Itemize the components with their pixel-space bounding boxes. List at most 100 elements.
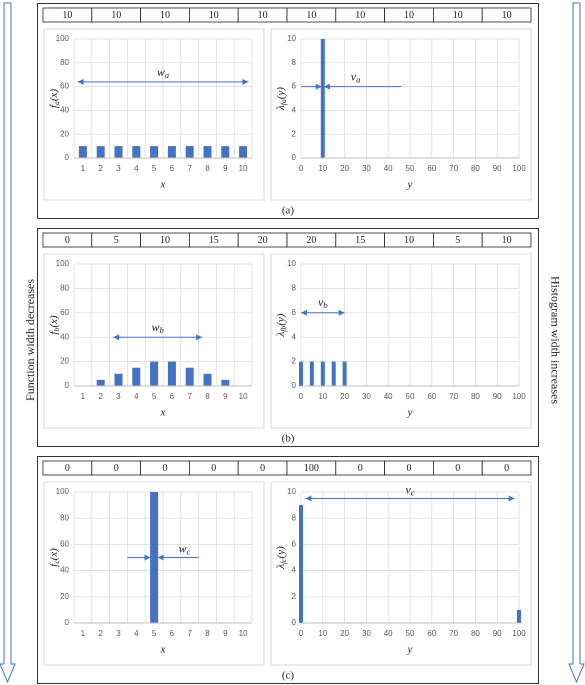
bar [167, 361, 176, 386]
row-value: 15 [355, 235, 365, 246]
x-tick-label: 100 [512, 164, 526, 173]
bar [299, 505, 303, 623]
y-tick-label: 60 [60, 540, 69, 549]
y-tick-label: 40 [60, 106, 69, 115]
y-tick-label: 8 [292, 513, 297, 522]
row-value: 10 [404, 235, 414, 246]
x-tick-label: 50 [406, 392, 415, 401]
x-tick-label: 60 [427, 629, 436, 638]
row-value: 20 [306, 235, 316, 246]
y-tick-label: 10 [287, 34, 296, 43]
annotation-part: w [157, 65, 165, 79]
y-tick-label: 20 [60, 357, 69, 366]
x-tick-label: 5 [152, 629, 157, 638]
x-tick-label: 7 [187, 392, 192, 401]
y-axis-label-part: (y) [275, 87, 287, 100]
x-tick-label: 8 [205, 629, 210, 638]
arrow-head [113, 334, 120, 341]
annotation-part: v [351, 69, 357, 83]
x-tick-label: 60 [427, 164, 436, 173]
y-axis-label-part: (y) [275, 546, 287, 559]
y-tick-label: 60 [60, 308, 69, 317]
annotation-part: a [356, 76, 360, 85]
y-axis-label: λfa(y) [275, 87, 288, 111]
row-value: 15 [209, 235, 219, 246]
y-tick-label: 100 [56, 259, 70, 268]
bar [331, 361, 336, 386]
annotation: va [351, 69, 361, 84]
y-tick-label: 2 [292, 592, 297, 601]
row-value: 10 [355, 10, 365, 21]
x-tick-label: 20 [340, 629, 349, 638]
row-value: 0 [504, 463, 509, 474]
arrow-head [144, 554, 151, 561]
row-cell [481, 7, 532, 23]
x-tick-label: 1 [81, 629, 86, 638]
y-tick-label: 4 [292, 332, 297, 341]
y-tick-label: 0 [292, 618, 297, 627]
y-axis-label-part: fb [279, 326, 288, 332]
x-tick-label: 1 [81, 392, 86, 401]
bar [150, 146, 159, 158]
bar [203, 373, 212, 386]
row-cell [481, 232, 532, 248]
annotation-part: c [187, 547, 191, 556]
y-tick-label: 80 [60, 284, 69, 293]
caption: (a) [282, 205, 295, 217]
y-axis-label-part: fc [279, 558, 288, 564]
chart-frame [270, 481, 532, 666]
y-axis-label-part: λ [275, 564, 287, 570]
y-axis-label-part: (x) [48, 89, 60, 102]
x-tick-label: 1 [81, 164, 86, 173]
y-tick-label: 0 [292, 153, 297, 162]
y-tick-label: 4 [292, 106, 297, 115]
bar [342, 361, 347, 386]
bar [299, 361, 303, 386]
x-tick-label: 5 [152, 164, 157, 173]
x-tick-label: 40 [384, 629, 393, 638]
y-axis-label-part: (y) [275, 313, 287, 326]
row-value: 100 [304, 463, 319, 474]
y-tick-label: 80 [60, 513, 69, 522]
bar [185, 367, 194, 386]
annotation: vb [318, 295, 328, 310]
x-tick-label: 9 [223, 392, 228, 401]
arrow-head [338, 309, 345, 316]
y-axis-label-part: a [52, 101, 61, 105]
x-axis-label: x [160, 407, 166, 419]
x-tick-label: 2 [98, 392, 103, 401]
y-tick-label: 10 [287, 259, 296, 268]
x-tick-label: 6 [170, 629, 175, 638]
y-axis-label: λfb(y) [275, 313, 288, 337]
y-tick-label: 4 [292, 566, 297, 575]
bar [114, 146, 123, 158]
x-tick-label: 100 [512, 392, 526, 401]
bar [114, 373, 123, 386]
x-tick-label: 5 [152, 392, 157, 401]
chart-frame [270, 253, 532, 429]
x-tick-label: 2 [98, 164, 103, 173]
annotation: vc [405, 482, 414, 497]
y-axis-label-part: f [48, 103, 60, 108]
y-axis-label-part: (x) [48, 315, 60, 328]
x-tick-label: 90 [493, 629, 502, 638]
bar [185, 146, 194, 158]
arrow-head [315, 83, 322, 90]
row-value: 0 [260, 463, 265, 474]
row-value: 10 [258, 10, 268, 21]
chart-frame [43, 28, 265, 201]
y-tick-label: 6 [292, 308, 297, 317]
y-tick-label: 60 [60, 82, 69, 91]
y-tick-label: 0 [65, 381, 70, 390]
y-axis-label: λfc(y) [275, 546, 288, 570]
bar [221, 146, 230, 158]
x-axis-label: x [160, 179, 166, 191]
row-value: 10 [62, 10, 72, 21]
annotation-part: c [411, 488, 415, 497]
y-axis-label-part: b [52, 328, 61, 332]
chart-frame [43, 253, 265, 429]
y-axis-label: fa(x) [48, 89, 61, 108]
x-tick-label: 70 [449, 164, 458, 173]
y-tick-label: 10 [287, 487, 296, 496]
y-axis-label-part: c [52, 560, 61, 564]
